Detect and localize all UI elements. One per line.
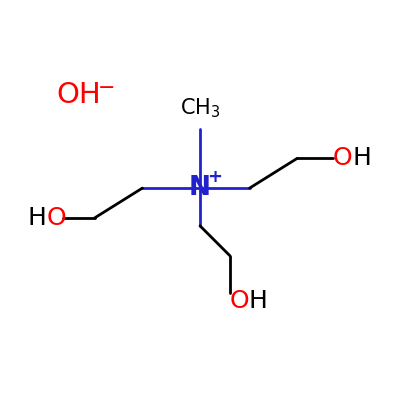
Text: CH$_3$: CH$_3$ xyxy=(180,97,220,120)
Text: H: H xyxy=(27,206,46,230)
Text: OH: OH xyxy=(56,81,101,109)
Text: N: N xyxy=(189,175,211,201)
Text: +: + xyxy=(208,168,222,186)
Text: O: O xyxy=(333,146,353,170)
Text: −: − xyxy=(98,78,116,98)
Text: H: H xyxy=(249,289,268,313)
Text: H: H xyxy=(352,146,371,170)
Text: O: O xyxy=(230,289,250,313)
Text: O: O xyxy=(46,206,66,230)
